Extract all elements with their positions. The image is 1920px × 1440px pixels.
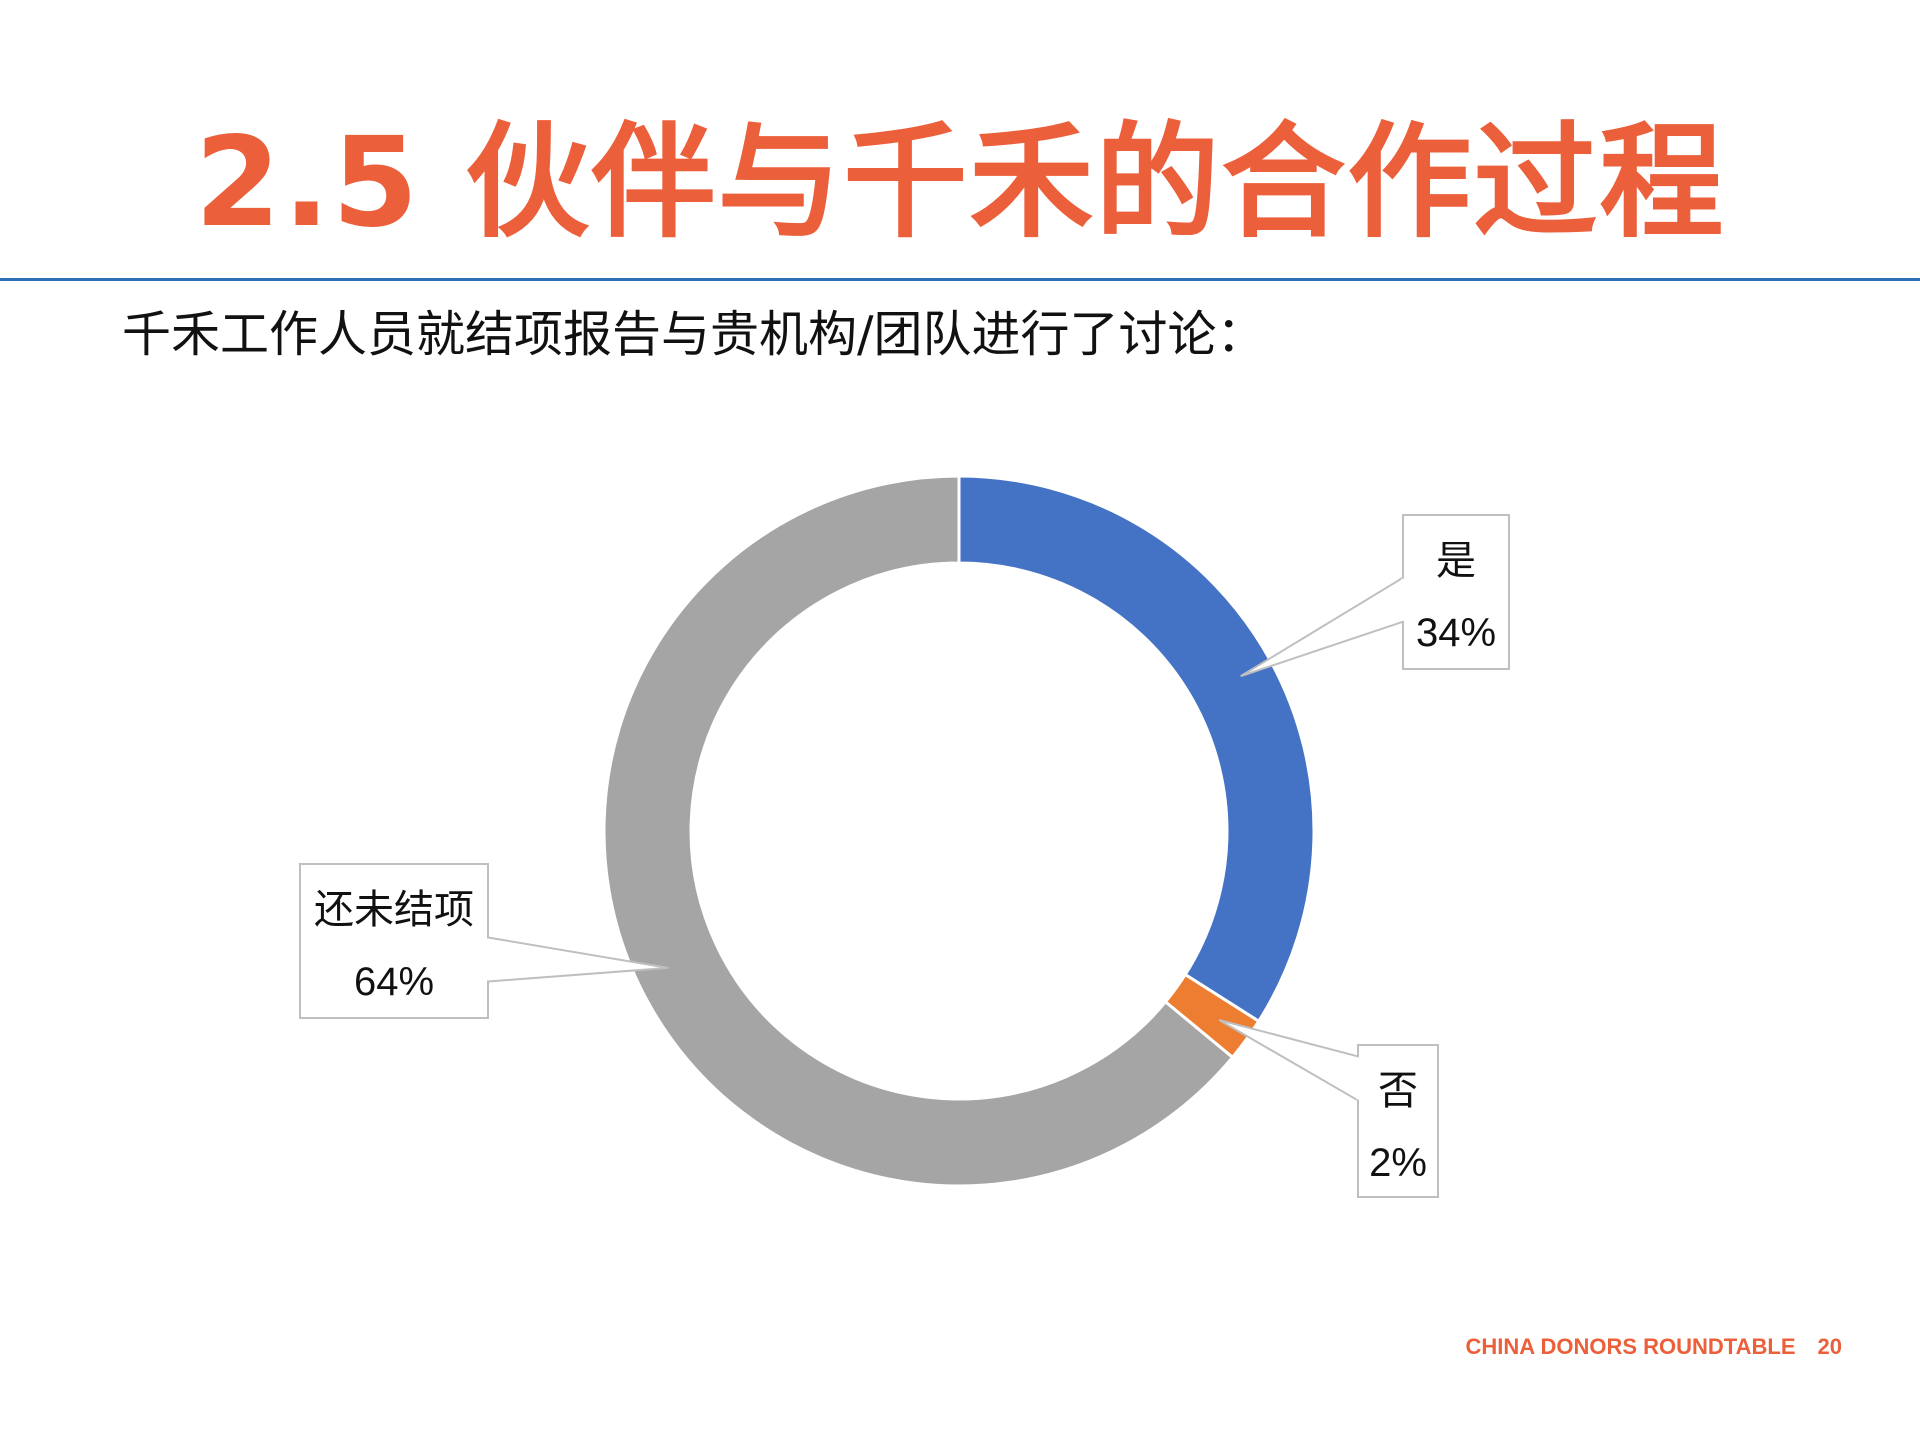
callout-1: 是 34% [1240,514,1510,678]
slice-label: 否 [1378,1068,1418,1114]
donut-slice-3 [602,474,1235,1188]
slice-value-label: 64% [354,960,434,1004]
callout-pointer [487,936,669,983]
callout-box [1402,514,1510,670]
slice-value-label: 34% [1416,611,1496,655]
callout-pointer [1240,576,1404,678]
callout-3: 还未结项 64% [299,863,669,1019]
slice-label: 是 [1436,538,1476,584]
slice-value-label: 2% [1369,1141,1427,1185]
slice-label: 还未结项 [314,887,474,933]
page-number: 20 [1817,1334,1842,1359]
footer: CHINA DONORS ROUNDTABLE 20 [1466,1334,1842,1360]
donut-callouts: 是 34% 否 2% 还未结项 64% [299,514,1510,1198]
donut-slices [602,474,1316,1188]
slide-title: 2.5 伙伴与千禾的合作过程 [194,111,1726,255]
slide-subtitle: 千禾工作人员就结项报告与贵机构/团队进行了讨论： [122,306,1266,363]
title-divider [0,278,1920,281]
footer-text: CHINA DONORS ROUNDTABLE [1465,1334,1796,1359]
callout-pointer [1218,1019,1359,1102]
donut-slice-1 [957,474,1316,1024]
callout-2: 否 2% [1218,1019,1439,1198]
callout-box [1357,1044,1439,1198]
callout-box [299,863,489,1019]
